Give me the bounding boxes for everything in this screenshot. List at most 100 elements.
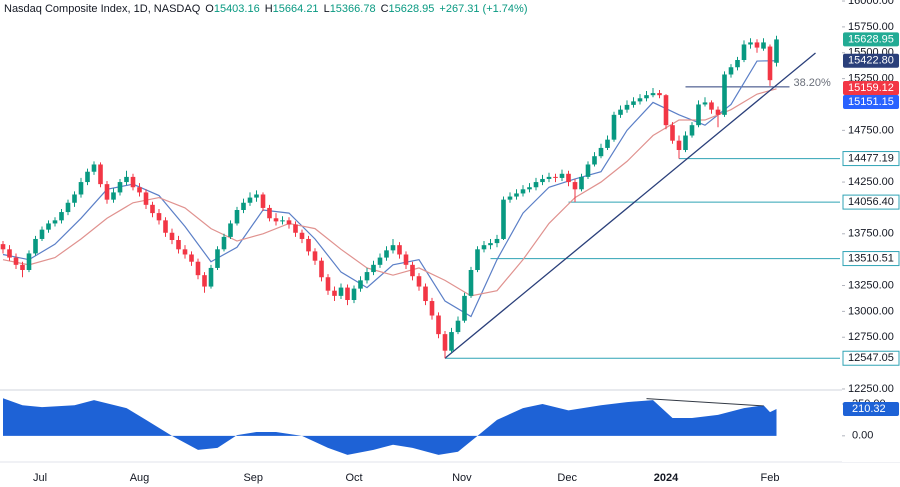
- ohlc-key: L: [324, 3, 330, 15]
- candle-body: [208, 267, 214, 287]
- oscillator-label: 210.32: [852, 403, 886, 415]
- candle-body: [663, 95, 669, 126]
- ohlc-key: C: [381, 3, 389, 15]
- candle-body: [429, 301, 435, 316]
- candle-body: [364, 272, 370, 281]
- ohlc-value: 15628.95: [389, 3, 435, 15]
- candle-body: [371, 264, 376, 273]
- candle-body: [72, 194, 77, 203]
- candle-body: [293, 224, 298, 233]
- candle-body: [689, 125, 695, 136]
- candle-body: [449, 332, 454, 351]
- ohlc-value: 15664.21: [273, 3, 319, 15]
- candle-body: [33, 238, 38, 254]
- y2-tick-label: 0.00: [852, 430, 873, 442]
- price-label: 15422.80: [848, 55, 894, 67]
- candle-body: [631, 101, 636, 105]
- trendline: [444, 52, 816, 359]
- candle-body: [670, 125, 675, 141]
- candle-body: [722, 74, 727, 115]
- candle-body: [20, 264, 25, 270]
- candle-body: [351, 288, 357, 300]
- divergence-line: [646, 398, 764, 407]
- candle-body: [514, 193, 519, 197]
- y-tick-label: 12750.00: [848, 331, 894, 343]
- ohlc-value: 15403.16: [214, 3, 260, 15]
- candle-body: [520, 189, 526, 194]
- candle-body: [52, 220, 58, 224]
- candle-body: [377, 257, 383, 265]
- candle-body: [267, 207, 272, 219]
- candle-body: [85, 171, 90, 183]
- candle-body: [527, 187, 532, 190]
- candle-body: [169, 232, 175, 240]
- candle-body: [702, 102, 708, 105]
- candle-body: [735, 60, 740, 68]
- candle-body: [598, 147, 604, 157]
- y-tick-label: 13750.00: [848, 228, 894, 240]
- candle-body: [761, 42, 766, 49]
- candle-body: [0, 244, 6, 250]
- candle-body: [709, 102, 714, 110]
- candle-body: [462, 295, 467, 321]
- y-tick-label: 16000.00: [848, 0, 894, 7]
- candle-body: [286, 220, 292, 225]
- candle-body: [7, 249, 12, 258]
- price-label: 15159.12: [848, 82, 894, 94]
- candle-body: [403, 254, 409, 265]
- candle-body: [241, 202, 246, 210]
- candle-body: [137, 187, 142, 193]
- candle-body: [260, 194, 266, 208]
- candle-body: [65, 202, 71, 213]
- candle-body: [234, 210, 240, 224]
- price-axis-bg: [842, 0, 900, 462]
- candle-body: [683, 135, 688, 150]
- candle-body: [254, 194, 259, 198]
- candle-body: [579, 176, 584, 190]
- ohlc-value: 15366.78: [330, 3, 376, 15]
- x-tick-label: Aug: [130, 472, 150, 484]
- ohlc-key: O: [205, 3, 214, 15]
- candle-body: [572, 182, 578, 190]
- chart-title: Nasdaq Composite Index, 1D, NASDAQ: [4, 3, 201, 15]
- oscillator-label-box: [843, 402, 899, 417]
- candle-body: [338, 287, 344, 296]
- candle-body: [46, 223, 51, 230]
- candle-body: [143, 192, 149, 205]
- price-label-box: [843, 95, 899, 110]
- level-label-box: [842, 251, 900, 267]
- candle-body: [124, 176, 129, 183]
- candle-body: [390, 245, 396, 251]
- candle-body: [189, 254, 194, 262]
- price-label: 15151.15: [848, 96, 894, 108]
- candle-body: [13, 257, 19, 265]
- x-tick-label: Dec: [557, 472, 577, 484]
- candle-body: [410, 264, 415, 277]
- candle-body: [774, 39, 779, 63]
- candle-body: [650, 93, 656, 96]
- candle-body: [247, 197, 253, 203]
- candle-body: [618, 109, 623, 115]
- candle-body: [104, 184, 110, 200]
- candle-body: [637, 98, 643, 102]
- candle-body: [195, 261, 201, 276]
- price-label-box: [843, 53, 899, 68]
- candle-body: [436, 315, 441, 335]
- candle-body: [566, 173, 571, 183]
- candle-body: [494, 238, 500, 244]
- candle-body: [657, 93, 662, 96]
- y-tick-label: 13000.00: [848, 305, 894, 317]
- candle-body: [676, 140, 682, 150]
- level-label-box: [842, 151, 900, 167]
- candle-body: [741, 44, 747, 60]
- y-tick-label: 12250.00: [848, 383, 894, 395]
- level-label-box: [842, 194, 900, 210]
- candle-body: [754, 42, 760, 48]
- candle-body: [546, 176, 552, 179]
- candle-body: [215, 249, 220, 268]
- candle-body: [26, 253, 32, 270]
- candle-body: [332, 290, 337, 296]
- candle-body: [221, 236, 227, 250]
- y-tick-label: 14250.00: [848, 176, 894, 188]
- change: +267.31 (+1.74%): [439, 3, 527, 15]
